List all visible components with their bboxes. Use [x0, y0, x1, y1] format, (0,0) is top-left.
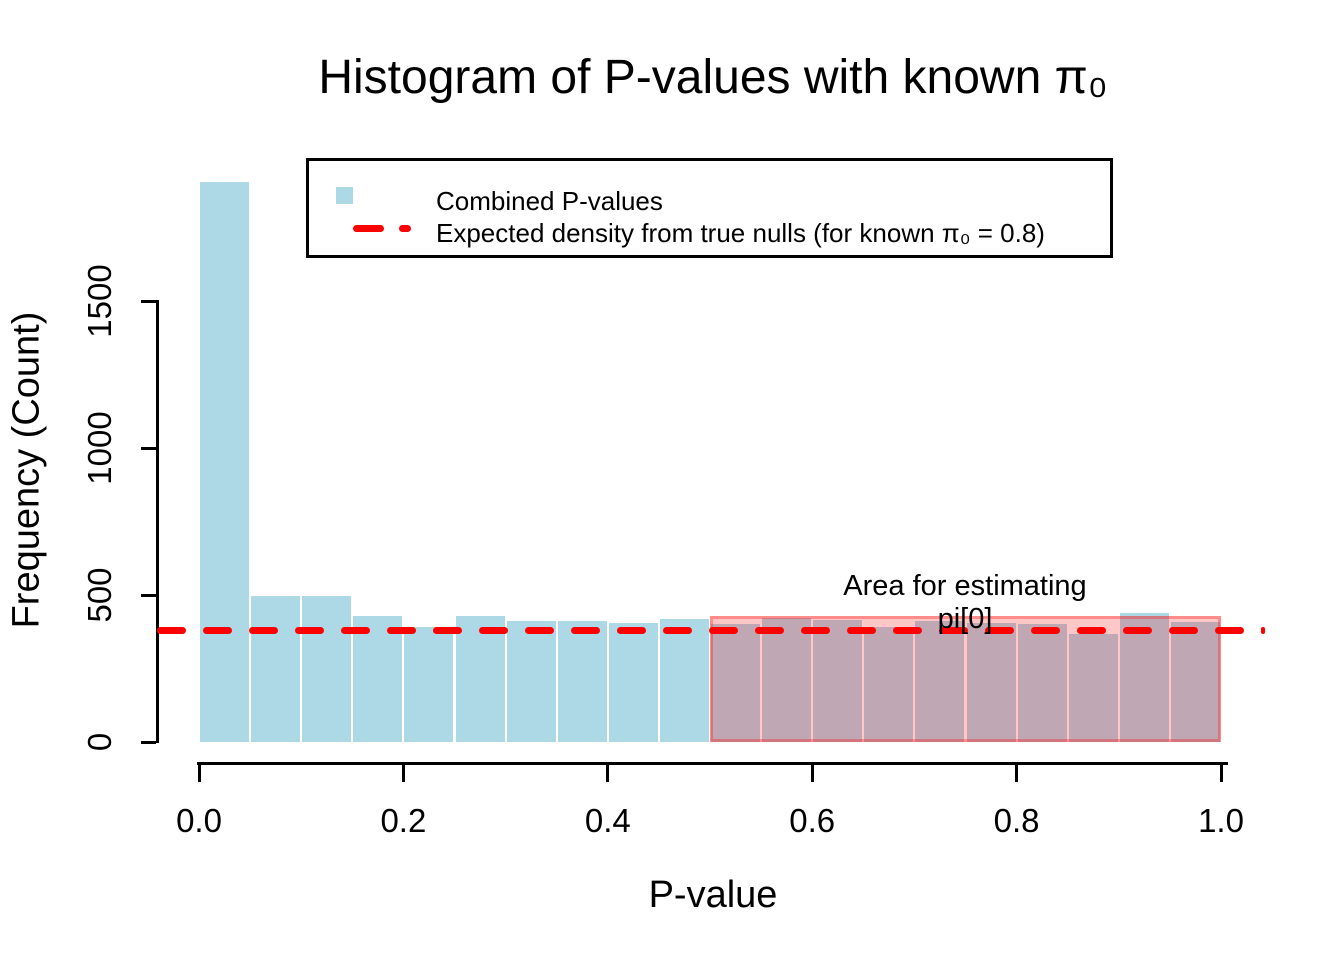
ref-line-dash [203, 626, 232, 634]
legend-dashed-line-dot-icon [399, 225, 411, 232]
legend-label-combined-pvalues: Combined P-values [436, 186, 663, 216]
ref-line-dash [341, 626, 370, 634]
x-axis-tick [810, 765, 814, 782]
histogram-bar [915, 620, 965, 742]
y-tick-label: 1000 [81, 411, 118, 485]
y-tick-label: 0 [81, 732, 118, 752]
annotation-line-1: Area for estimating [843, 570, 1087, 602]
histogram-bar [1119, 612, 1169, 742]
x-tick-label: 0.6 [789, 802, 836, 839]
x-axis-tick [1015, 765, 1019, 782]
ref-line-dash [709, 626, 738, 634]
ref-line-dash [847, 626, 876, 634]
legend-dashed-line-icon [353, 225, 384, 232]
y-axis-tick [141, 593, 156, 597]
x-axis-tick [401, 765, 405, 782]
ref-line-dash [433, 626, 462, 634]
histogram-bar [455, 615, 505, 742]
ref-line-dash [985, 626, 1014, 634]
histogram-bar [1068, 633, 1118, 742]
shaded-region-pi0 [710, 616, 1221, 742]
x-axis-tick [197, 765, 201, 782]
ref-line-dash [1169, 626, 1198, 634]
histogram-bar [1170, 622, 1220, 742]
x-tick-label: 0.2 [380, 802, 427, 839]
histogram-bar [966, 622, 1016, 742]
ref-line-dash [617, 626, 646, 634]
histogram-bar [608, 622, 658, 742]
histogram-bar [251, 596, 301, 742]
legend-swatch-square-icon [336, 187, 353, 204]
histogram-bar [711, 624, 761, 742]
legend: Combined P-values Expected density from … [306, 158, 1113, 258]
ref-line-dash [295, 626, 324, 634]
histogram-bar [1017, 624, 1067, 742]
y-tick-label: 500 [81, 567, 118, 623]
ref-line-dash [1123, 626, 1152, 634]
annotation-line-2: pi[0] [937, 603, 993, 635]
x-tick-label: 0.4 [584, 802, 631, 839]
ref-line-dash [755, 626, 784, 634]
chart-title: Histogram of P-values with known π₀ [318, 51, 1108, 104]
ref-line-dash [1077, 626, 1106, 634]
ref-line-dash [663, 626, 692, 634]
x-axis-tick [606, 765, 610, 782]
histogram-bar [762, 618, 812, 742]
x-axis-line [197, 762, 1228, 765]
histogram-bar [302, 596, 352, 742]
y-axis-tick [141, 446, 156, 450]
histogram-bar [200, 181, 250, 742]
histogram-bar [813, 620, 863, 742]
ref-line-dash [1215, 626, 1244, 634]
y-axis-line [156, 300, 159, 743]
histogram-bar [404, 627, 454, 742]
histogram-bar [557, 621, 607, 742]
histogram-bar [506, 621, 556, 742]
ref-line-dash [157, 626, 186, 634]
histogram-bar [864, 627, 914, 742]
ref-line-dash [387, 626, 416, 634]
x-tick-label: 0.8 [993, 802, 1040, 839]
x-tick-label: 1.0 [1198, 802, 1244, 839]
y-axis-tick [141, 299, 156, 303]
histogram-bar [659, 619, 709, 742]
legend-label-expected-density: Expected density from true nulls (for kn… [436, 218, 1045, 248]
ref-line-dash [479, 626, 508, 634]
ref-line-dash [1261, 626, 1265, 634]
histogram-bar [353, 615, 403, 742]
ref-line-dash [1031, 626, 1060, 634]
annotation-pi0: Area for estimating pi[0] [843, 570, 1086, 636]
ref-line-dash [939, 626, 968, 634]
y-axis-tick [141, 740, 156, 744]
y-tick-label: 1500 [81, 264, 118, 338]
y-axis-label: Frequency (Count) [5, 311, 48, 629]
ref-line-dash [571, 626, 600, 634]
x-axis-label: P-value [648, 874, 778, 916]
ref-line-dash [249, 626, 278, 634]
x-axis-tick [1219, 765, 1223, 782]
x-tick-label: 0.0 [176, 802, 222, 839]
ref-line-dash [525, 626, 554, 634]
ref-line-dash [893, 626, 922, 634]
ref-line-dash [801, 626, 830, 634]
